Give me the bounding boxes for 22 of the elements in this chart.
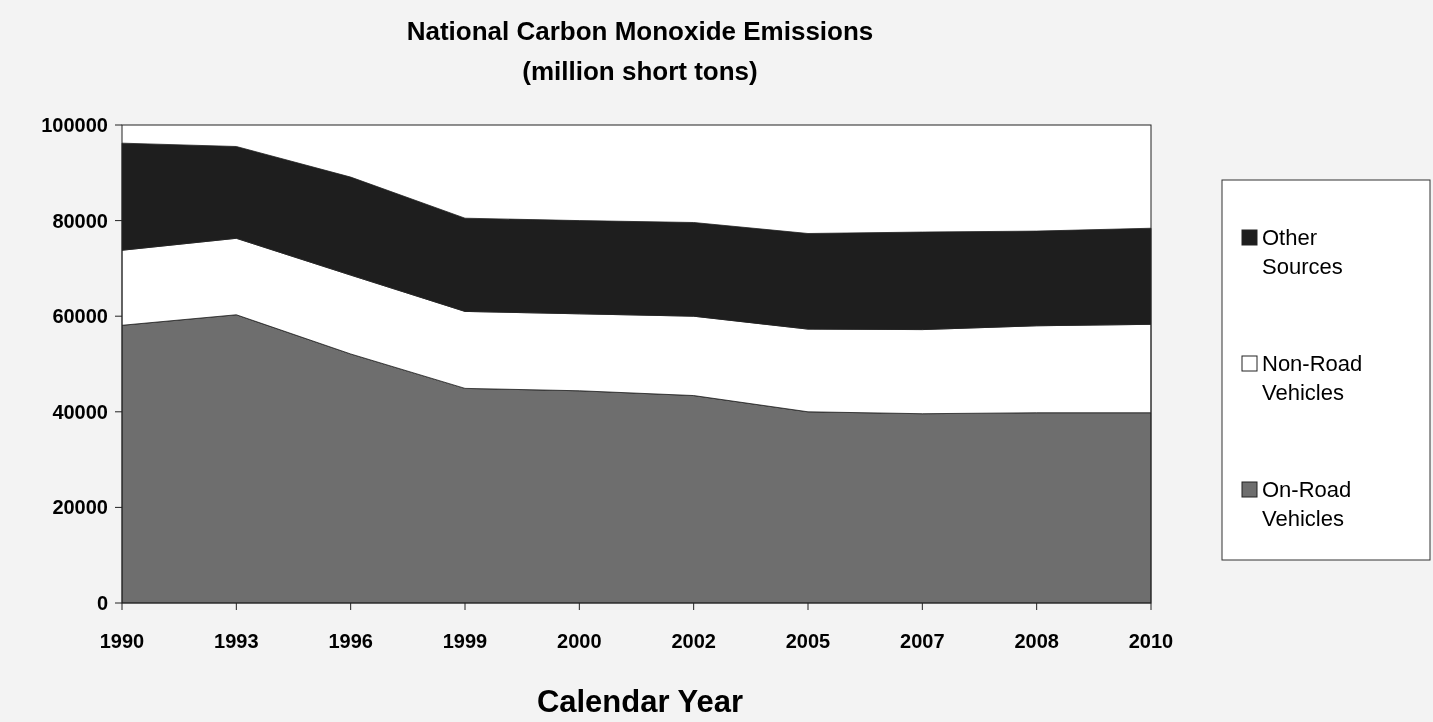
y-tick-label: 20000: [52, 496, 108, 519]
x-tick-label: 1999: [442, 630, 488, 652]
x-tick-label: 1993: [214, 630, 259, 652]
chart-title: National Carbon Monoxide Emissions: [406, 16, 874, 46]
legend-label: Non-Road Vehicles: [1262, 351, 1363, 405]
x-tick-label: 1996: [328, 630, 373, 652]
y-tick-label: 0: [96, 592, 108, 614]
x-tick-label: 1990: [99, 630, 145, 652]
y-tick-label: 40000: [52, 400, 108, 423]
x-axis-title: Calendar Year: [536, 684, 744, 719]
y-tick-label: 60000: [52, 305, 108, 328]
legend-label: Other Sources: [1262, 225, 1343, 279]
x-tick-label: 2008: [1014, 630, 1059, 652]
x-tick-label: 2010: [1128, 630, 1174, 652]
x-tick-label: 2002: [671, 630, 716, 652]
y-tick-label: 80000: [52, 209, 108, 232]
legend-label: On-Road Vehicles: [1262, 477, 1352, 531]
x-tick-label: 2000: [557, 630, 602, 652]
y-tick-label: 100000: [41, 114, 108, 136]
chart-subtitle: (million short tons): [522, 56, 758, 86]
x-tick-label: 2005: [785, 630, 831, 652]
x-tick-label: 2007: [900, 630, 945, 652]
